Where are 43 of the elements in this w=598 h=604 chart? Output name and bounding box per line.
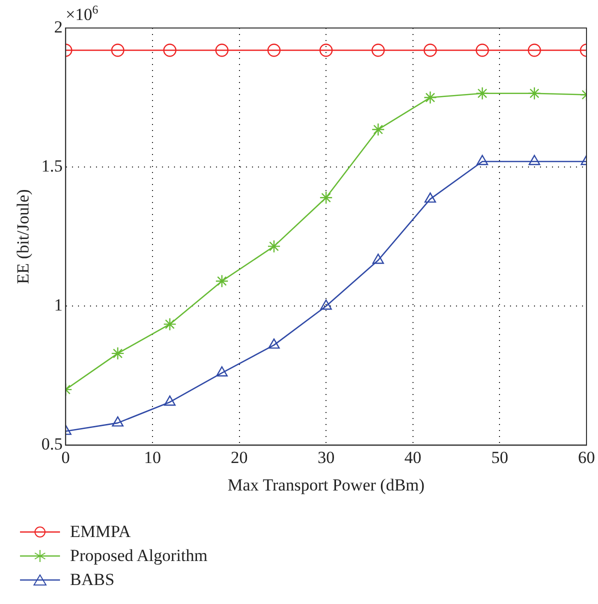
point — [476, 86, 489, 100]
y-tick-label: 0.5 — [41, 434, 63, 454]
x-tick-label: 50 — [491, 448, 508, 467]
x-tick-label: 30 — [318, 448, 335, 467]
point — [319, 44, 333, 57]
y-tick-label: 2 — [54, 17, 63, 36]
x-tick-label: 40 — [404, 448, 422, 467]
point — [215, 274, 229, 288]
point — [111, 346, 124, 360]
point — [163, 318, 176, 331]
y-tick-label: 1.5 — [41, 156, 63, 176]
point — [528, 154, 540, 166]
point — [372, 44, 385, 57]
x-tick-label: 20 — [230, 448, 248, 467]
x-tick-label: 10 — [144, 448, 161, 467]
point — [476, 44, 489, 57]
x-axis-title: Max Transport Power (dBm) — [228, 475, 425, 494]
point — [319, 191, 333, 204]
point — [111, 44, 124, 57]
point — [267, 44, 281, 57]
point — [424, 44, 437, 57]
point — [424, 192, 436, 203]
legend-label: EMMPA — [70, 522, 131, 542]
x-tick-label: 60 — [578, 448, 595, 467]
point — [163, 44, 176, 57]
y-axis-title: EE (bit/Joule) — [14, 189, 33, 284]
point — [372, 254, 384, 264]
legend-label: Proposed Algorithm — [70, 546, 208, 566]
y-tick-label: 1 — [54, 296, 63, 315]
point — [528, 86, 542, 100]
point — [268, 338, 280, 349]
point — [372, 122, 385, 136]
point — [215, 44, 229, 57]
legend-label: BABS — [70, 570, 114, 590]
point — [112, 416, 124, 427]
point — [320, 300, 332, 310]
point — [476, 154, 488, 166]
point — [424, 90, 437, 104]
x-tick-label: 0 — [61, 448, 70, 467]
point — [216, 366, 228, 376]
point — [528, 44, 542, 57]
point — [267, 240, 281, 253]
point — [164, 395, 176, 406]
